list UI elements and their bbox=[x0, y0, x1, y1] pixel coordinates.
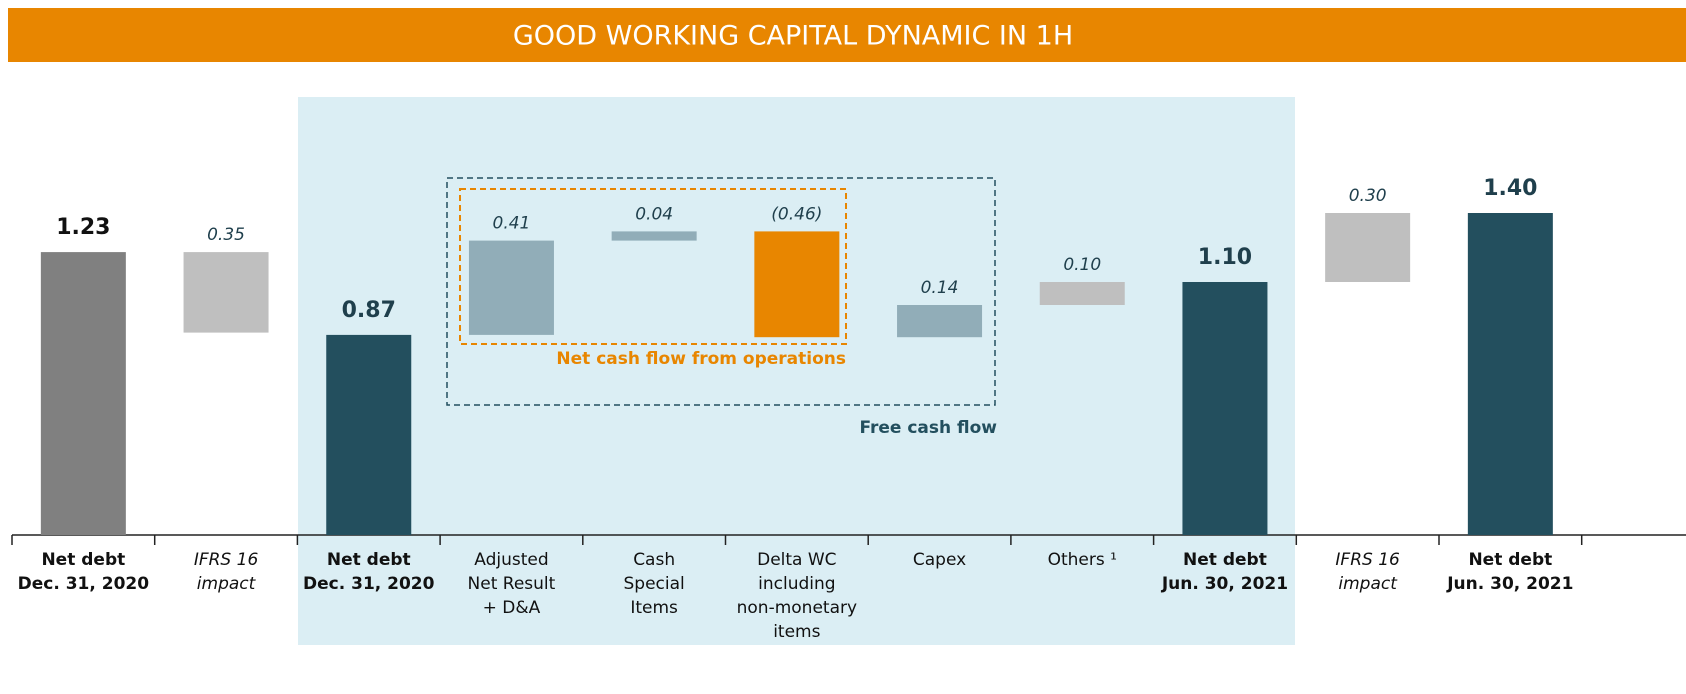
value-label: (0.46) bbox=[771, 204, 822, 224]
x-tick-label: Dec. 31, 2020 bbox=[18, 574, 150, 594]
x-tick-label: Adjusted bbox=[474, 550, 548, 570]
value-label: 0.14 bbox=[921, 278, 959, 298]
x-tick-label: impact bbox=[197, 574, 257, 594]
bar bbox=[611, 231, 697, 241]
x-tick-label: IFRS 16 bbox=[1335, 550, 1400, 570]
x-tick-label: Net debt bbox=[1183, 550, 1267, 570]
operations-box bbox=[459, 188, 847, 345]
x-tick-label: Net Result bbox=[468, 574, 556, 594]
x-tick-label: Capex bbox=[913, 550, 966, 570]
value-label: 0.87 bbox=[342, 298, 396, 323]
x-tick-label: Special bbox=[624, 574, 685, 594]
bar bbox=[1182, 282, 1268, 535]
x-tick-label: Jun. 30, 2021 bbox=[1161, 574, 1288, 594]
x-tick-label: including bbox=[758, 574, 835, 594]
x-tick-label: IFRS 16 bbox=[194, 550, 259, 570]
x-tick-label: + D&A bbox=[483, 598, 541, 618]
bar bbox=[897, 305, 983, 338]
value-label: 1.10 bbox=[1198, 245, 1252, 270]
value-label: 1.40 bbox=[1483, 176, 1537, 201]
bar bbox=[1467, 213, 1553, 535]
bar bbox=[1325, 213, 1411, 282]
value-label: 0.30 bbox=[1349, 186, 1387, 206]
x-tick-label: Delta WC bbox=[757, 550, 836, 570]
value-label: 0.10 bbox=[1063, 255, 1101, 275]
bar bbox=[326, 334, 412, 535]
bar bbox=[40, 252, 126, 535]
x-tick-label: Net debt bbox=[327, 550, 411, 570]
free-cash-flow-box bbox=[446, 177, 996, 406]
bar bbox=[183, 252, 269, 333]
x-tick-label: items bbox=[773, 622, 820, 642]
value-label: 1.23 bbox=[56, 215, 110, 240]
bar bbox=[754, 231, 840, 338]
annotation: Net cash flow from operations bbox=[556, 349, 846, 369]
annotation: Free cash flow bbox=[859, 418, 997, 438]
x-tick-label: Cash bbox=[633, 550, 675, 570]
x-tick-label: non-monetary bbox=[737, 598, 857, 618]
x-tick-label: Jun. 30, 2021 bbox=[1446, 574, 1573, 594]
value-label: 0.41 bbox=[493, 214, 531, 234]
title-bar bbox=[8, 8, 1686, 62]
value-label: 0.35 bbox=[207, 225, 245, 245]
bar bbox=[1039, 282, 1125, 305]
x-tick-label: Net debt bbox=[1468, 550, 1552, 570]
bar bbox=[468, 240, 554, 335]
x-tick-label: Items bbox=[630, 598, 678, 618]
x-tick-label: Dec. 31, 2020 bbox=[303, 574, 435, 594]
value-label: 0.04 bbox=[635, 204, 673, 224]
x-tick-label: impact bbox=[1338, 574, 1398, 594]
x-tick-label: Net debt bbox=[41, 550, 125, 570]
x-tick-label: Others ¹ bbox=[1048, 550, 1117, 570]
chart-title: GOOD WORKING CAPITAL DYNAMIC IN 1H bbox=[513, 21, 1073, 52]
